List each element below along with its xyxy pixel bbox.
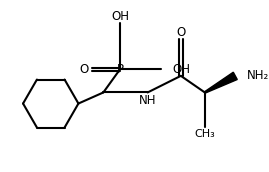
Text: O: O	[79, 63, 89, 76]
Polygon shape	[204, 72, 237, 93]
Text: NH: NH	[139, 94, 156, 107]
Text: CH₃: CH₃	[194, 129, 215, 139]
Text: P: P	[116, 63, 123, 76]
Text: O: O	[176, 26, 185, 39]
Text: OH: OH	[111, 10, 129, 23]
Text: OH: OH	[172, 63, 190, 76]
Text: NH₂: NH₂	[247, 69, 269, 82]
